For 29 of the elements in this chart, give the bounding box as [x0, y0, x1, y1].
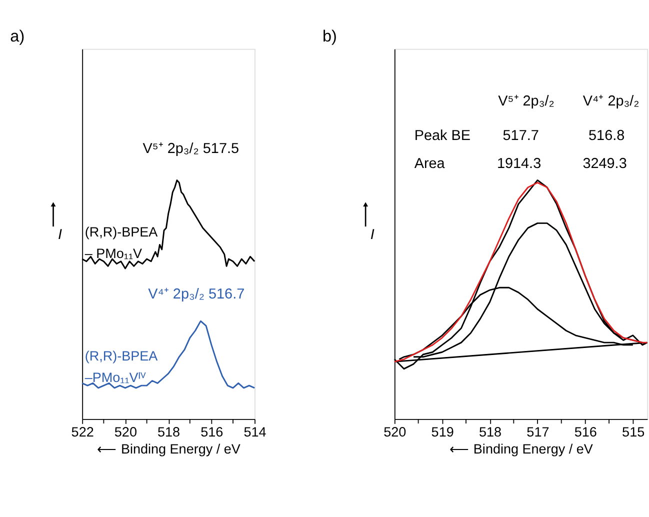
series-label: (R,R)-BPEA –PMo₁₁Vᴵⱽ [84, 348, 158, 386]
annotation: V⁵⁺ 2p₃/₂ 517.5 [142, 140, 240, 157]
chart-title: b) [322, 28, 337, 46]
x-tick-label: 514 [244, 424, 267, 440]
x-tick-label: 518 [158, 424, 180, 440]
x-axis-title: ⟵ Binding Energy / eV [97, 442, 240, 457]
x-tick-label: 520 [384, 424, 406, 440]
text: Peak BE [414, 128, 471, 144]
y-axis-title: I [370, 226, 374, 243]
series-label: (R,R)-BPEA – PMo₁₁V [84, 224, 158, 262]
x-tick-label: 516 [574, 424, 597, 440]
text: Area [414, 156, 446, 172]
text: 517.7 [502, 128, 539, 144]
x-tick-label: 520 [114, 424, 137, 440]
x-tick-label: 515 [622, 424, 645, 440]
x-tick-label: 518 [479, 424, 502, 440]
x-tick-label: 517 [526, 424, 550, 440]
x-tick-label: 516 [200, 424, 224, 440]
text: V⁵⁺ 2p₃/₂ [498, 94, 554, 110]
text: V⁴⁺ 2p₃/₂ [582, 94, 640, 110]
text: 516.8 [588, 128, 625, 144]
annotation: V⁴⁺ 2p₃/₂ 516.7 [148, 286, 245, 302]
chart-title: a) [10, 28, 25, 46]
y-axis-title: I [58, 226, 62, 243]
text: 3249.3 [582, 156, 627, 172]
x-tick-label: 519 [431, 424, 454, 440]
x-tick-label: 522 [71, 424, 94, 440]
text: 1914.3 [496, 156, 542, 172]
x-axis-title: ⟵ Binding Energy / eV [450, 442, 593, 457]
